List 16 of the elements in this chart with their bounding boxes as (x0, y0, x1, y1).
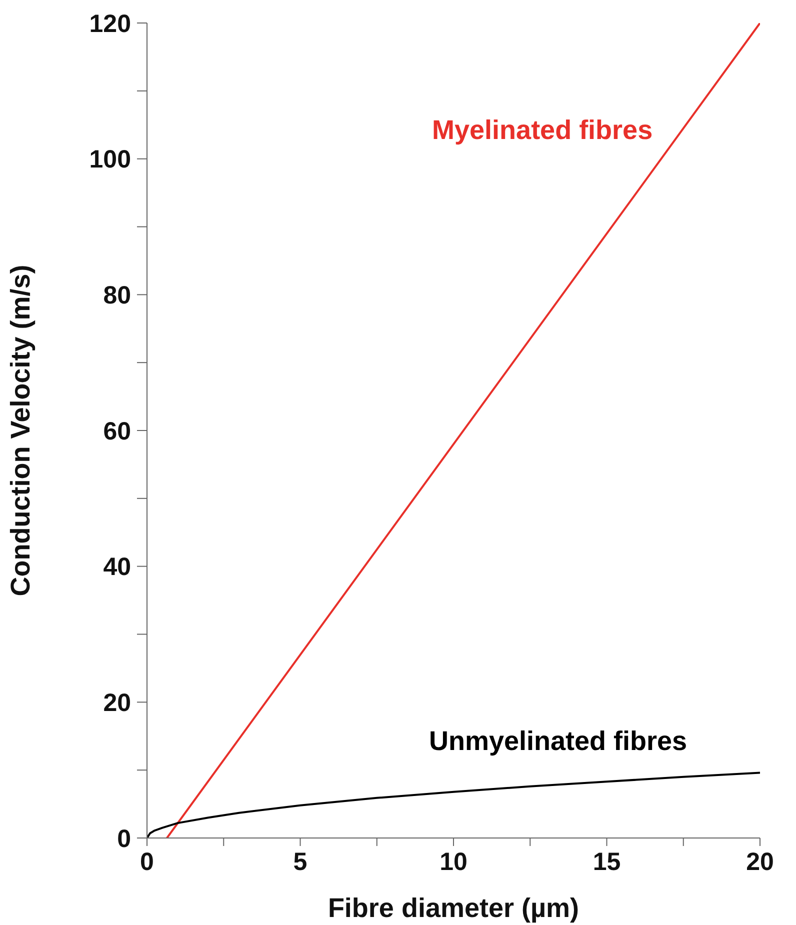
series-label: Myelinated fibres (432, 114, 653, 146)
y-tick-label: 40 (103, 553, 131, 582)
x-tick-label: 0 (140, 848, 154, 876)
y-tick-label: 80 (103, 282, 131, 310)
y-tick-label: 60 (103, 417, 131, 446)
y-tick-label: 120 (89, 10, 131, 38)
x-tick-label: 20 (746, 848, 774, 876)
y-tick-label: 0 (117, 824, 131, 853)
y-tick-label: 100 (89, 146, 131, 174)
x-tick-label: 5 (293, 848, 308, 876)
series-label: Unmyelinated fibres (428, 726, 688, 757)
x-tick-label: 15 (592, 848, 621, 876)
x-tick-label: 10 (440, 848, 468, 876)
x-axis-title: Fibre diameter (µm) (328, 893, 580, 923)
y-tick-label: 20 (103, 689, 131, 718)
y-axis-title: Conduction Velocity (m/s) (6, 264, 36, 596)
